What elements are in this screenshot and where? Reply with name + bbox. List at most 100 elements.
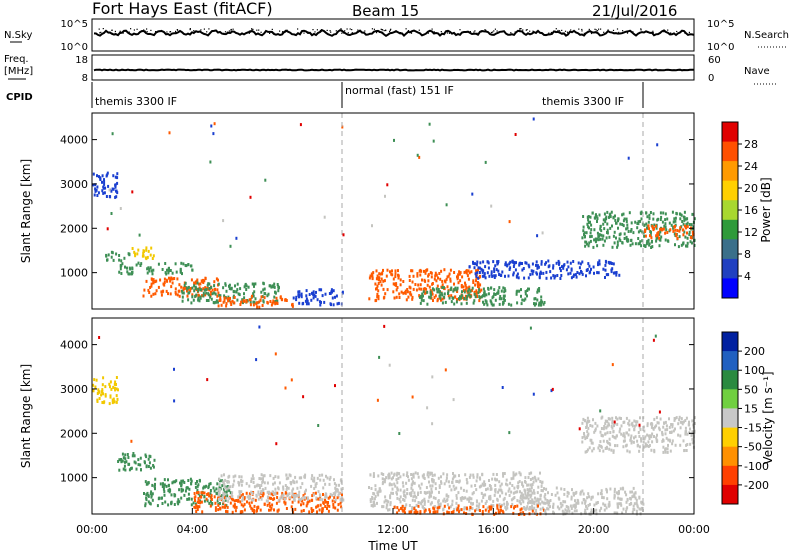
echo-cell [145,279,148,283]
echo-cell [186,289,188,293]
echo-cell [258,493,261,497]
echo-cell [418,287,421,291]
echo-cell [205,299,208,302]
echo-cell [604,268,607,272]
echo-cell [586,496,589,500]
echo-cell [666,428,669,432]
echo-cell [458,474,460,478]
nsearch-point [514,31,516,33]
echo-cell [380,277,383,281]
echo-cell [321,498,324,502]
echo-cell [570,268,573,272]
echo-cell [423,269,425,273]
echo-cell [329,475,332,479]
echo-cell [606,420,609,423]
nsearch-point [114,32,116,34]
echo-cell [401,481,404,485]
nsearch-point [175,30,177,32]
echo-cell [489,494,492,498]
echo-cell [605,506,608,510]
echo-cell [611,267,614,271]
echo-cell [284,491,287,495]
echo-cell [582,498,585,501]
echo-cell [686,236,689,240]
echo-cell [220,303,223,307]
nsearch-point [427,32,429,34]
echo-cell [395,478,398,482]
echo-cell [288,473,291,477]
echo-cell [162,487,165,491]
echo-cell [636,420,639,424]
echo-cell [210,494,213,498]
echo-cell [206,499,209,503]
echo-cell [622,212,625,216]
echo-cell [648,243,651,247]
echo-cell [116,191,119,195]
echo-cell [484,265,487,269]
nsearch-point [111,32,113,34]
echo-cell [416,510,419,514]
echo-cell [638,445,641,449]
echo-cell [641,506,643,510]
echo-cell [255,494,258,498]
echo-cell [513,262,516,266]
echo-cell [613,511,616,515]
echo-cell [650,425,653,429]
echo-cell [218,492,221,496]
echo-cell [106,258,109,262]
echo-cell [92,172,95,176]
echo-cell [489,506,492,509]
echo-cell [605,445,608,449]
nsearch-point [364,30,366,32]
x-tick-label: 00:00 [76,523,108,536]
echo-cell [257,491,260,495]
echo-cell [295,480,298,484]
echo-cell [103,400,106,404]
echo-cell [451,499,454,503]
echo-cell [335,483,338,487]
echo-cell [642,425,645,429]
echo-cell [218,293,221,297]
echo-cell [438,290,441,294]
echo-cell [587,426,590,430]
echo-cell [217,503,220,507]
echo-cell [225,504,228,508]
echo-cell [405,503,408,507]
echo-cell [417,475,420,479]
echo-cell [410,510,413,514]
echo-cell [522,267,525,270]
echo-cell [275,296,278,300]
nsearch-point [469,31,471,33]
echo-cell [159,482,162,486]
echo-cell [384,495,387,499]
echo-cell [328,482,331,486]
echo-cell [406,488,409,491]
echo-cell [163,483,166,487]
echo-cell [630,228,633,231]
echo-cell [152,464,155,467]
echo-cell [679,420,682,424]
echo-cell [620,424,623,428]
echo-cell [443,504,446,508]
echo-cell [149,266,152,270]
echo-cell [691,437,694,441]
echo-cell [408,279,411,282]
echo-cell [584,235,586,238]
echo-cell [584,499,587,503]
echo-cell [664,448,667,452]
echo-cell [692,423,695,427]
echo-cell [602,267,605,271]
echo-cell [653,417,656,421]
echo-cell [171,481,174,485]
echo-cell [109,195,112,199]
echo-cell [597,235,600,238]
echo-cell [610,270,613,274]
echo-cell [655,416,658,420]
echo-cell [457,491,460,495]
echo-cell [586,448,589,452]
velocity-colorbar-frame [721,331,739,505]
echo-cell [528,487,531,491]
echo-cell [415,503,418,507]
echo-cell [429,484,432,488]
